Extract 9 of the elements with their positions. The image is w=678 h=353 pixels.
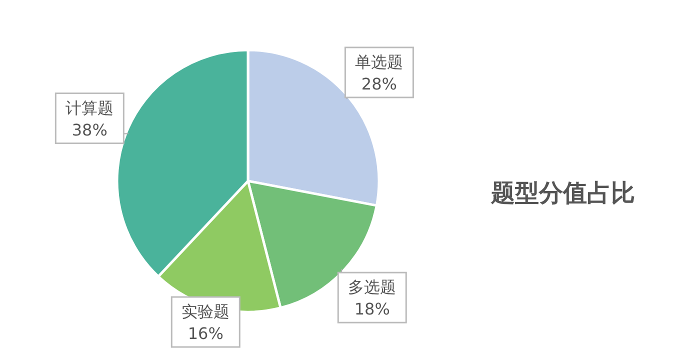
data-label: 18% bbox=[354, 300, 390, 319]
data-label: 16% bbox=[188, 324, 224, 343]
data-label: 28% bbox=[361, 74, 397, 94]
data-label: 38% bbox=[72, 120, 108, 140]
slice-label: 单选题 bbox=[355, 52, 404, 72]
title: 题型分值占比 bbox=[491, 179, 635, 207]
slice-label: 多选题 bbox=[348, 278, 396, 297]
slice-label: 计算题 bbox=[66, 98, 114, 118]
slice-label: 实验题 bbox=[182, 302, 230, 321]
